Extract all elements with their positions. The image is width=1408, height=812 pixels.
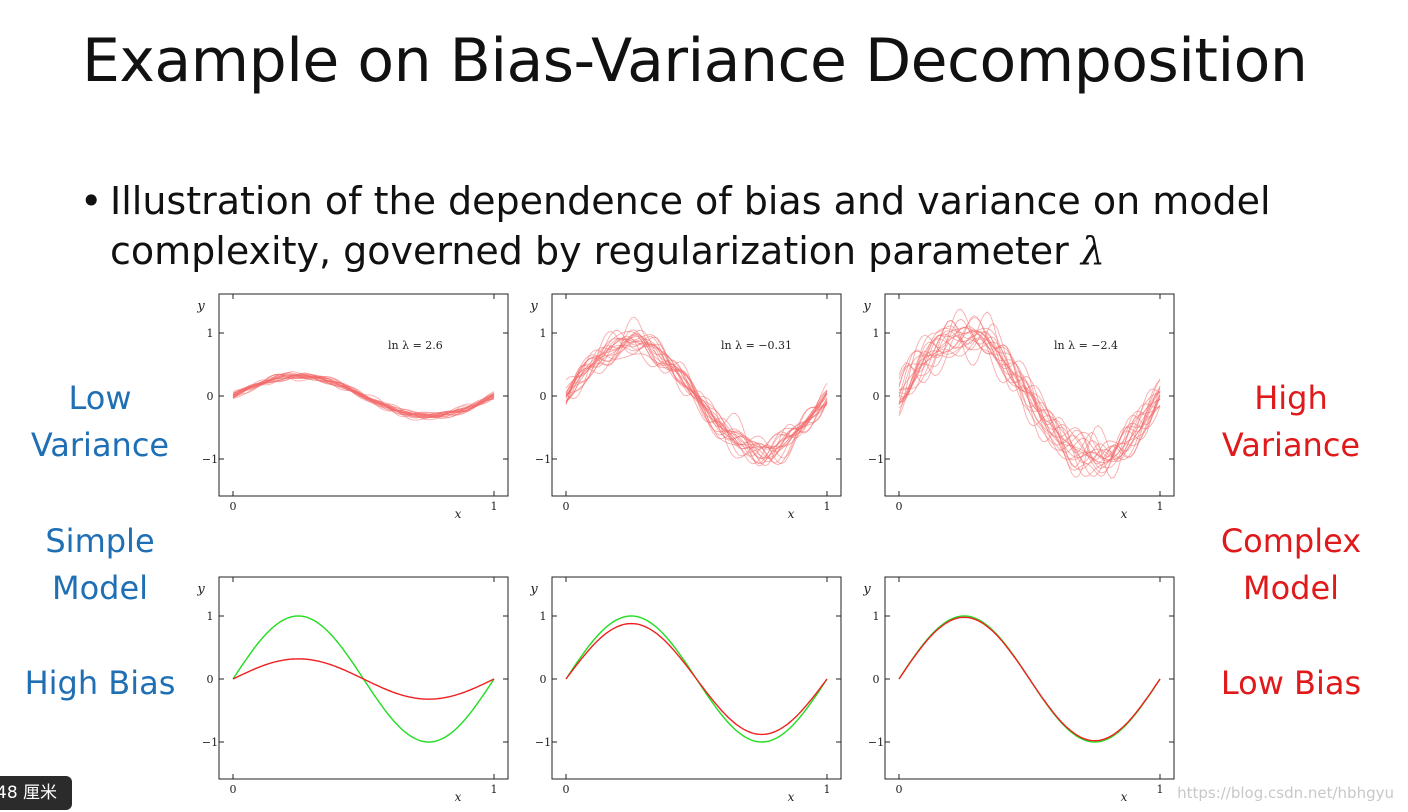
y-tick-label: 1 [540, 327, 547, 340]
fit-curve [898, 319, 1161, 477]
y-tick-label: 0 [540, 673, 547, 686]
low-bias-label: Low Bias [1210, 660, 1372, 707]
fit-curve [898, 319, 1161, 468]
lambda-annotation: ln λ = −2.4 [1054, 339, 1118, 352]
x-tick-label: 0 [563, 500, 570, 513]
complex-model-text: Complex Model [1220, 522, 1362, 607]
y-tick-label: −1 [202, 736, 218, 749]
lambda-symbol: λ [1080, 229, 1105, 273]
fit-curve [565, 316, 828, 467]
y-tick-label: −1 [535, 453, 551, 466]
x-tick-label: 1 [1157, 783, 1164, 796]
y-tick-label: 0 [207, 673, 214, 686]
y-axis-label: y [862, 299, 871, 314]
x-tick-label: 1 [491, 500, 498, 513]
lambda-annotation: ln λ = 2.6 [388, 339, 443, 352]
y-tick-label: −1 [535, 736, 551, 749]
simple-model-label: Simple Model [22, 518, 178, 612]
fit-curve [898, 327, 1161, 474]
fit-curve [898, 315, 1161, 465]
fit-curve [898, 311, 1161, 479]
fit-curve [898, 337, 1161, 461]
x-tick-label: 0 [896, 500, 903, 513]
x-tick-label: 1 [491, 783, 498, 796]
fit-curve [232, 371, 495, 419]
y-tick-label: −1 [202, 453, 218, 466]
high-bias-label: High Bias [14, 660, 186, 707]
high-bias-text: High Bias [24, 664, 176, 702]
complex-model-label: Complex Model [1206, 518, 1376, 612]
fit-curve [565, 329, 828, 457]
fit-curve [565, 329, 828, 460]
fit-curve [565, 334, 828, 464]
y-axis-label: y [196, 582, 205, 597]
high-variance-label: High Variance [1212, 375, 1370, 469]
x-tick-label: 0 [563, 783, 570, 796]
y-tick-label: 0 [873, 673, 880, 686]
y-tick-label: 0 [540, 390, 547, 403]
y-tick-label: −1 [868, 736, 884, 749]
low-variance-text: Low Variance [30, 379, 170, 464]
x-axis-label: x [1121, 790, 1128, 804]
fit-curve [565, 335, 828, 464]
x-tick-label: 0 [230, 500, 237, 513]
watermark-url: https://blog.csdn.net/hbhgyu [1177, 784, 1394, 802]
y-axis-label: y [529, 299, 538, 314]
lambda-annotation: ln λ = −0.31 [721, 339, 792, 352]
x-axis-label: x [455, 507, 462, 521]
y-tick-label: 0 [207, 390, 214, 403]
x-tick-label: 1 [824, 500, 831, 513]
fit-curve [898, 329, 1161, 469]
size-badge: 48 厘米 [0, 776, 72, 810]
y-axis-label: y [196, 299, 205, 314]
plot-frame [551, 293, 842, 497]
plot-frame [884, 576, 1175, 780]
plot-frame [218, 576, 509, 780]
bullet-point: • Illustration of the dependence of bias… [80, 176, 1300, 276]
y-tick-label: 0 [873, 390, 880, 403]
simple-model-text: Simple Model [45, 522, 155, 607]
x-axis-label: x [788, 507, 795, 521]
y-tick-label: 1 [873, 327, 880, 340]
y-axis-label: y [529, 582, 538, 597]
y-axis-label: y [862, 582, 871, 597]
fit-curve [565, 331, 828, 459]
x-axis-label: x [1121, 507, 1128, 521]
bullet-dot-icon: • [80, 179, 103, 223]
average-fit-curve [232, 658, 495, 700]
y-tick-label: 1 [540, 610, 547, 623]
fit-curve [232, 374, 495, 417]
fit-curve [898, 330, 1161, 463]
y-tick-label: 1 [873, 610, 880, 623]
x-tick-label: 0 [230, 783, 237, 796]
plot-frame [551, 576, 842, 780]
y-tick-label: 1 [207, 610, 214, 623]
plot-frame [884, 293, 1175, 497]
low-variance-label: Low Variance [22, 375, 178, 469]
x-tick-label: 1 [824, 783, 831, 796]
bullet-sentence: Illustration of the dependence of bias a… [110, 179, 1271, 273]
high-variance-text: High Variance [1221, 379, 1361, 464]
average-fit-curve [898, 616, 1161, 742]
x-axis-label: x [788, 790, 795, 804]
low-bias-text: Low Bias [1220, 664, 1362, 702]
x-tick-label: 0 [896, 783, 903, 796]
plot-frame [218, 293, 509, 497]
y-tick-label: 1 [207, 327, 214, 340]
x-axis-label: x [455, 790, 462, 804]
average-fit-curve [565, 622, 828, 736]
slide-title: Example on Bias-Variance Decomposition [82, 26, 1308, 96]
y-tick-label: −1 [868, 453, 884, 466]
bullet-text: Illustration of the dependence of bias a… [110, 176, 1300, 276]
x-tick-label: 1 [1157, 500, 1164, 513]
